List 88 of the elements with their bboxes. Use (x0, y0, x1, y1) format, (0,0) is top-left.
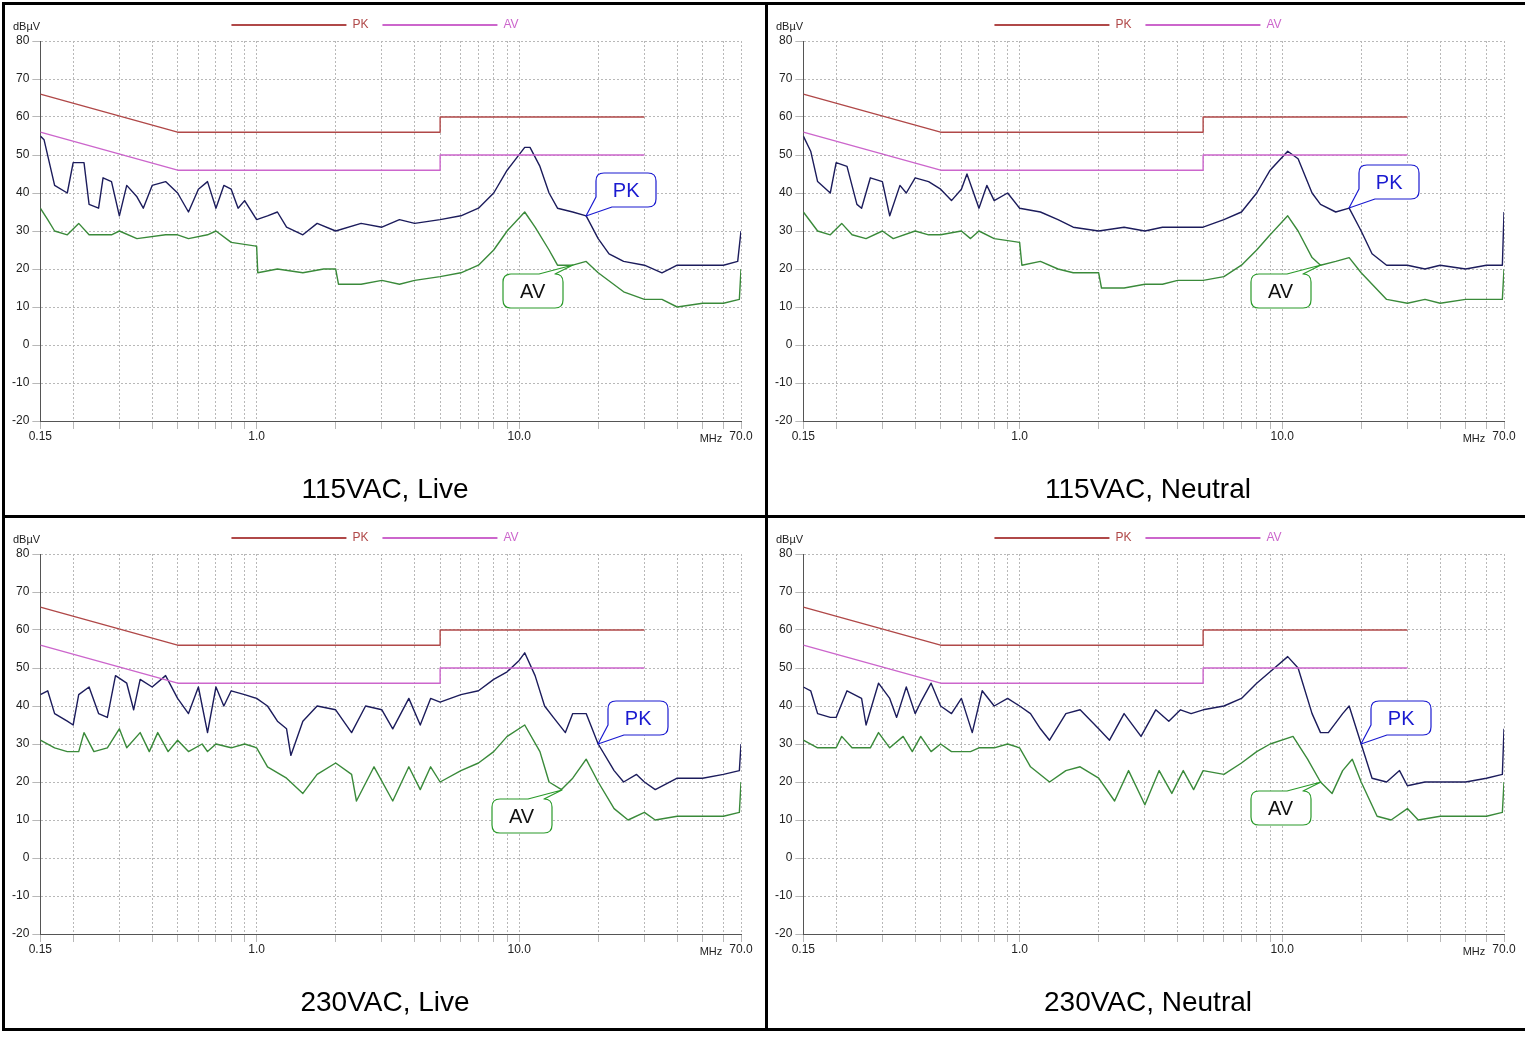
text: PK (1115, 530, 1132, 545)
x-tick-label: 10.0 (1270, 429, 1295, 444)
y-tick-label: 30 (15, 736, 30, 751)
y-tick-label: 60 (778, 109, 793, 124)
x-tick-label: 1.0 (248, 942, 266, 957)
y-tick-label: 30 (778, 223, 793, 238)
text: 230VAC, Neutral (768, 976, 1528, 1028)
y-tick-label: -20 (12, 926, 30, 941)
x-tick-label: 10.0 (507, 942, 532, 957)
x-tick-label: 0.15 (791, 429, 816, 444)
y-tick-label: 30 (778, 736, 793, 751)
y-tick-label: 60 (15, 109, 30, 124)
y-tick-label: 80 (15, 546, 30, 561)
text: AV (1266, 530, 1282, 545)
y-tick-label: 10 (15, 299, 30, 314)
x-tick-label: 0.15 (28, 942, 53, 957)
x-tick-label: 1.0 (1011, 429, 1029, 444)
annotation: AV (1267, 280, 1294, 303)
y-tick-label: 70 (778, 584, 793, 599)
y-tick-label: 60 (15, 622, 30, 637)
annotation: AV (508, 804, 535, 827)
text: 115VAC, Neutral (768, 463, 1528, 515)
text: AV (1266, 17, 1282, 32)
text: PK (352, 530, 369, 545)
y-tick-label: 10 (778, 299, 793, 314)
y-axis-title: dBµV (13, 532, 41, 545)
x-tick-label: 0.15 (791, 942, 816, 957)
x-axis-title: MHz (1462, 431, 1486, 444)
annotation: PK (612, 178, 640, 201)
x-axis-title: MHz (699, 944, 723, 957)
y-tick-label: 20 (778, 774, 793, 789)
y-tick-label: 10 (15, 812, 30, 827)
x-tick-label: 10.0 (507, 429, 532, 444)
annotation: PK (624, 707, 652, 729)
y-tick-label: 0 (22, 850, 30, 865)
x-axis-title: MHz (1462, 944, 1486, 957)
annotation: AV (520, 280, 546, 303)
y-tick-label: 20 (15, 261, 30, 276)
y-tick-label: 70 (15, 71, 30, 86)
y-tick-label: 20 (778, 261, 793, 276)
y-tick-label: -10 (775, 888, 793, 903)
x-tick-label: 1.0 (248, 429, 266, 444)
x-tick-label: 10.0 (1270, 942, 1295, 957)
y-axis-title: dBµV (776, 19, 804, 32)
y-tick-label: -10 (12, 888, 30, 903)
y-tick-label: 10 (778, 812, 793, 827)
text: PK (352, 17, 369, 32)
y-tick-label: 50 (15, 660, 30, 675)
text: AV (503, 17, 519, 32)
x-tick-label: 0.15 (28, 429, 53, 444)
y-tick-label: 60 (778, 622, 793, 637)
x-axis-title: MHz (699, 431, 723, 444)
annotation: AV (1267, 797, 1294, 819)
text: 115VAC, Live (5, 463, 765, 515)
y-axis-title: dBµV (13, 19, 41, 32)
x-tick-label: 70.0 (1492, 429, 1516, 444)
y-tick-label: -10 (775, 375, 793, 390)
y-tick-label: -20 (775, 926, 793, 941)
y-tick-label: 80 (778, 33, 793, 48)
y-tick-label: 70 (778, 71, 793, 86)
x-tick-label: 70.0 (1492, 942, 1516, 957)
x-tick-label: 70.0 (729, 942, 753, 957)
y-tick-label: 0 (785, 850, 793, 865)
x-tick-label: 1.0 (1011, 942, 1029, 957)
y-tick-label: 50 (15, 147, 30, 162)
y-tick-label: 40 (778, 698, 793, 713)
annotation: PK (1375, 171, 1403, 194)
y-tick-label: 40 (778, 185, 793, 200)
y-tick-label: 40 (15, 185, 30, 200)
y-tick-label: -10 (12, 375, 30, 390)
y-tick-label: 80 (15, 33, 30, 48)
text: PK (1115, 17, 1132, 32)
y-tick-label: 80 (778, 546, 793, 561)
y-axis-title: dBµV (776, 532, 804, 545)
text: 230VAC, Live (5, 976, 765, 1028)
y-tick-label: 20 (15, 774, 30, 789)
annotation: PK (1387, 707, 1415, 729)
y-tick-label: -20 (775, 413, 793, 428)
y-tick-label: 30 (15, 223, 30, 238)
y-tick-label: 70 (15, 584, 30, 599)
y-tick-label: 50 (778, 147, 793, 162)
x-tick-label: 70.0 (729, 429, 753, 444)
y-tick-label: -20 (12, 413, 30, 428)
y-tick-label: 40 (15, 698, 30, 713)
y-tick-label: 0 (785, 337, 793, 352)
text: AV (503, 530, 519, 545)
y-tick-label: 50 (778, 660, 793, 675)
y-tick-label: 0 (22, 337, 30, 352)
